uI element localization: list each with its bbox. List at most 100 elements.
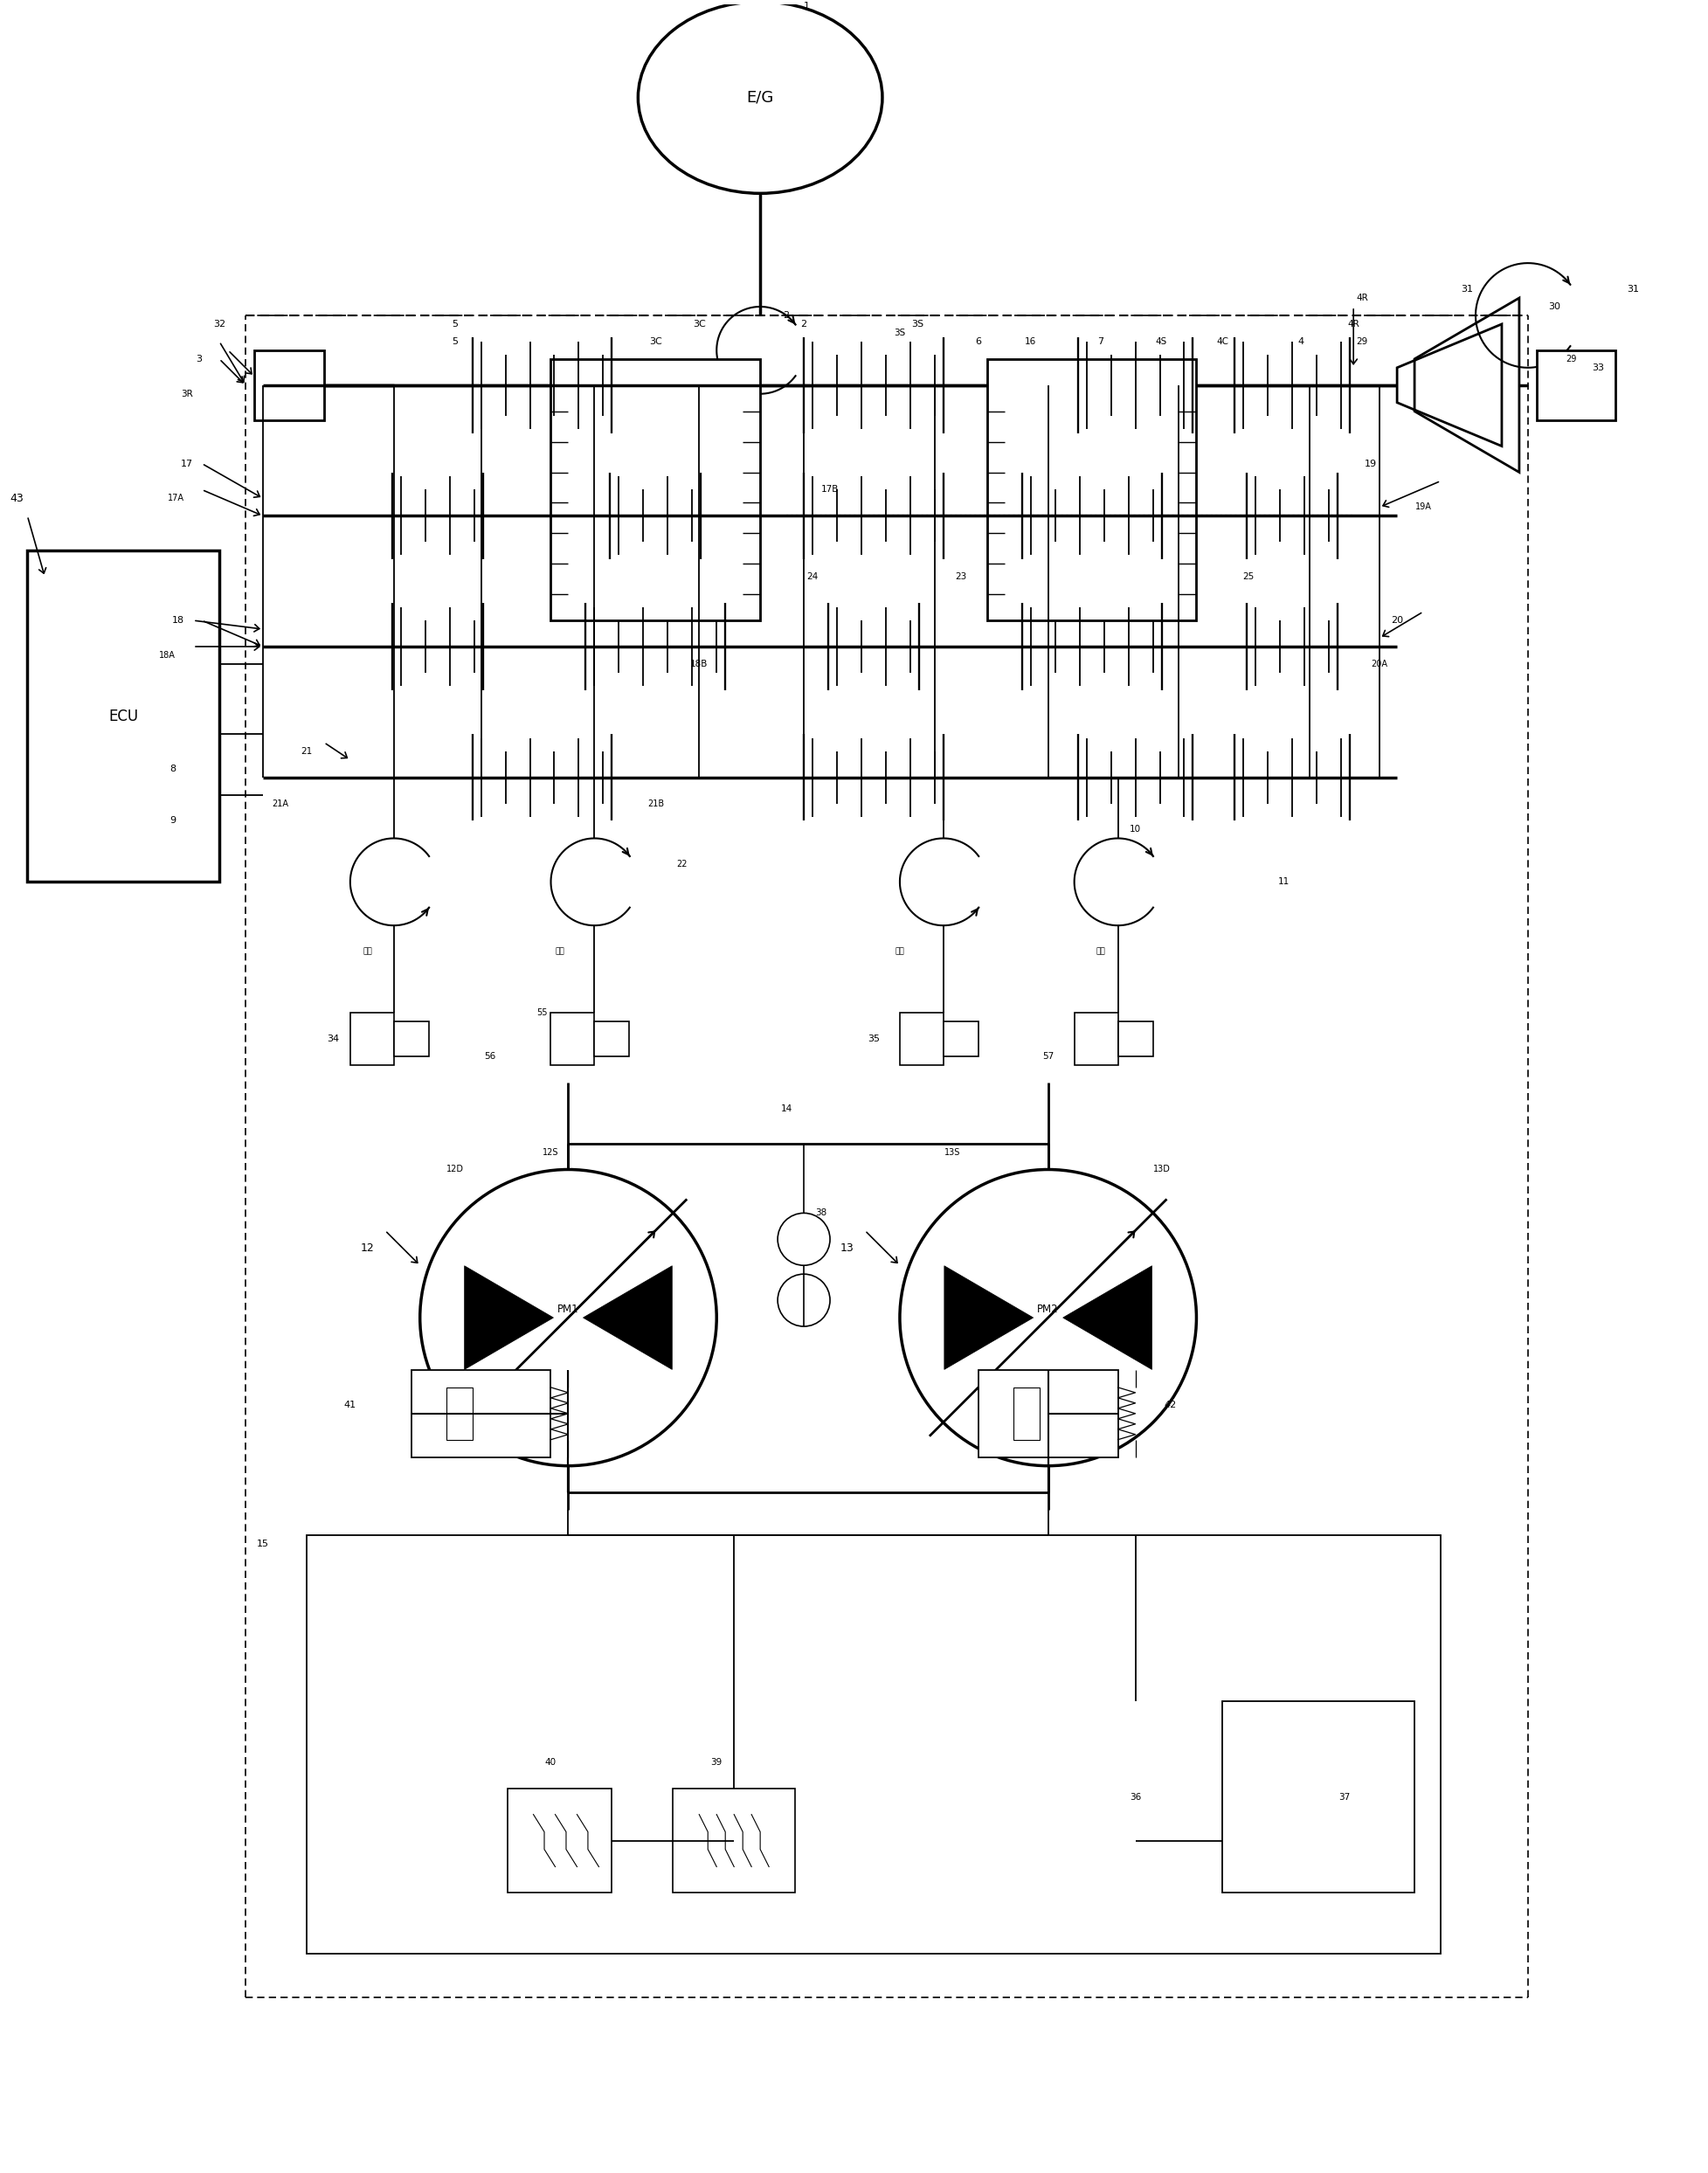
Bar <box>306 1536 1440 1954</box>
Text: 21B: 21B <box>647 800 663 808</box>
Bar <box>550 359 760 621</box>
Text: 12: 12 <box>360 1243 374 1254</box>
Polygon shape <box>1062 1267 1151 1369</box>
Text: ECU: ECU <box>108 708 138 724</box>
Text: 17B: 17B <box>820 485 839 493</box>
Bar <box>393 1021 429 1056</box>
Text: 正転: 正転 <box>362 947 372 956</box>
Text: 3C: 3C <box>692 319 705 328</box>
Text: 35: 35 <box>868 1034 880 1043</box>
Text: 4R: 4R <box>1348 319 1360 328</box>
Text: 39: 39 <box>711 1758 722 1767</box>
Text: 2: 2 <box>782 311 789 319</box>
Text: 38: 38 <box>815 1208 827 1217</box>
Circle shape <box>420 1169 716 1467</box>
Text: 13S: 13S <box>943 1147 960 1156</box>
Bar <box>1117 1021 1153 1056</box>
Text: 11: 11 <box>1278 878 1290 887</box>
Text: 19A: 19A <box>1414 502 1431 511</box>
Ellipse shape <box>637 2 881 193</box>
Text: 22: 22 <box>676 861 687 869</box>
Text: 4S: 4S <box>1155 337 1167 346</box>
Text: 9: 9 <box>169 817 176 826</box>
Text: 30: 30 <box>1547 302 1559 311</box>
Circle shape <box>777 1273 830 1326</box>
Bar <box>977 1369 1117 1458</box>
Polygon shape <box>945 1267 1033 1369</box>
Text: 正転: 正転 <box>895 947 904 956</box>
Text: 7: 7 <box>1097 337 1103 346</box>
Text: 1: 1 <box>803 2 810 11</box>
Text: 23: 23 <box>955 571 967 580</box>
Circle shape <box>900 1169 1196 1467</box>
Text: 13D: 13D <box>1153 1165 1170 1173</box>
Text: 17: 17 <box>181 459 193 467</box>
Text: 21A: 21A <box>272 800 289 808</box>
Text: 36: 36 <box>1129 1793 1141 1801</box>
Bar <box>594 1021 629 1056</box>
Text: 10: 10 <box>1129 826 1141 834</box>
Text: 6: 6 <box>975 337 980 346</box>
Text: 4: 4 <box>1298 337 1303 346</box>
Text: 34: 34 <box>326 1034 338 1043</box>
Text: 37: 37 <box>1339 1793 1349 1801</box>
Bar <box>943 1021 977 1056</box>
Text: 3S: 3S <box>910 319 922 328</box>
Bar <box>550 1013 594 1065</box>
Text: 21: 21 <box>301 748 313 756</box>
Text: 40: 40 <box>545 1758 557 1767</box>
Text: 4C: 4C <box>1216 337 1228 346</box>
Text: E/G: E/G <box>746 89 774 104</box>
Text: 20A: 20A <box>1370 661 1387 669</box>
Text: 3S: 3S <box>893 328 905 337</box>
Bar <box>254 350 325 419</box>
Bar <box>507 1788 611 1893</box>
Text: 12S: 12S <box>543 1147 559 1156</box>
Text: 反転: 反転 <box>1095 947 1105 956</box>
Text: PM2: PM2 <box>1037 1304 1059 1315</box>
Text: 29: 29 <box>1356 337 1368 346</box>
Text: 19: 19 <box>1365 459 1377 467</box>
Text: 18B: 18B <box>690 661 707 669</box>
Bar <box>673 1788 794 1893</box>
Bar <box>446 1386 471 1441</box>
Bar <box>987 359 1196 621</box>
Text: 29: 29 <box>1565 354 1576 363</box>
Text: PM1: PM1 <box>557 1304 579 1315</box>
Text: 55: 55 <box>536 1008 547 1017</box>
Text: 56: 56 <box>483 1052 495 1060</box>
Bar <box>27 550 219 882</box>
Text: 16: 16 <box>1025 337 1037 346</box>
Text: 2: 2 <box>801 319 806 328</box>
Text: 15: 15 <box>256 1541 268 1549</box>
Text: 31: 31 <box>1626 285 1638 293</box>
Bar <box>1074 1013 1117 1065</box>
Bar <box>1221 1701 1414 1893</box>
Circle shape <box>777 1213 830 1265</box>
Text: 3: 3 <box>196 354 202 363</box>
Text: 42: 42 <box>1163 1399 1175 1408</box>
Text: 41: 41 <box>343 1399 357 1408</box>
Text: 4R: 4R <box>1356 293 1368 302</box>
Text: 57: 57 <box>1042 1052 1054 1060</box>
Text: 5: 5 <box>451 319 458 328</box>
Text: 18: 18 <box>173 617 184 626</box>
Text: 25: 25 <box>1242 571 1254 580</box>
Text: 24: 24 <box>806 571 818 580</box>
Text: 3C: 3C <box>649 337 661 346</box>
Bar <box>1013 1386 1038 1441</box>
Text: 13: 13 <box>840 1243 854 1254</box>
Polygon shape <box>582 1267 671 1369</box>
Text: 43: 43 <box>10 493 24 504</box>
Text: 8: 8 <box>169 765 176 774</box>
Bar <box>900 1013 943 1065</box>
Text: 33: 33 <box>1590 363 1604 372</box>
Circle shape <box>1056 1701 1213 1858</box>
Text: 20: 20 <box>1390 617 1402 626</box>
Text: 反転: 反転 <box>555 947 564 956</box>
Bar <box>1535 350 1614 419</box>
Text: 3R: 3R <box>181 389 193 398</box>
Text: 31: 31 <box>1460 285 1472 293</box>
Text: 14: 14 <box>781 1104 793 1113</box>
Bar <box>350 1013 393 1065</box>
